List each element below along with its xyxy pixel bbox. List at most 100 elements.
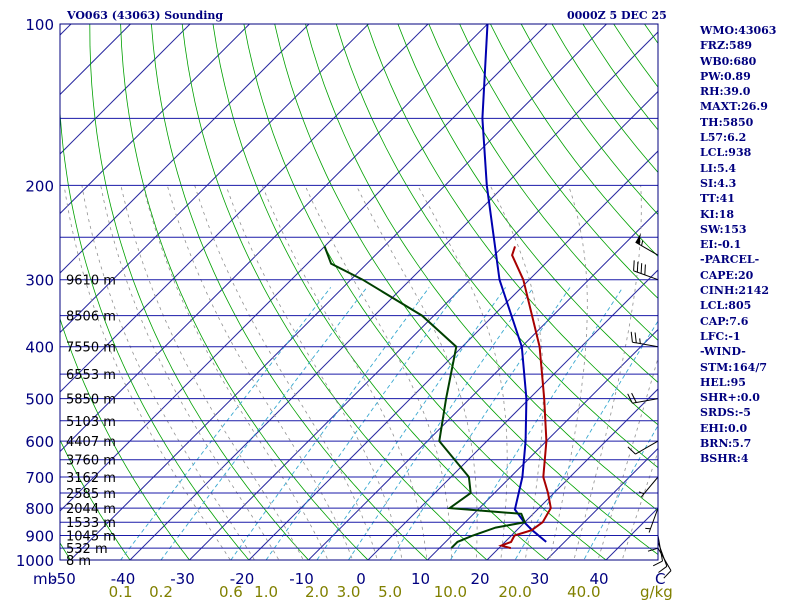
dewpoint-trace xyxy=(323,246,527,549)
index-line: FRZ:589 xyxy=(700,39,753,53)
index-line: L57:6.2 xyxy=(700,131,747,145)
pressure-tick-label: 200 xyxy=(25,177,54,195)
index-line: CAPE:20 xyxy=(700,268,754,282)
pressure-tick-label: 100 xyxy=(25,16,54,34)
index-line: HEL:95 xyxy=(700,375,746,389)
dry-adiabat xyxy=(366,24,658,426)
height-label: 5103 m xyxy=(66,415,116,430)
index-line: WB0:680 xyxy=(700,54,757,68)
dry-adiabat xyxy=(120,24,369,560)
height-label: 3162 m xyxy=(66,471,116,486)
isotherm-line xyxy=(69,24,607,560)
pressure-tick-label: 800 xyxy=(25,500,54,518)
index-line: EHI:0.0 xyxy=(700,421,748,435)
height-labels: 9610 m 8506 m 7550 m 6553 m 5850 m 5103 m 4407… xyxy=(66,274,116,569)
moist-adiabat xyxy=(120,185,304,560)
index-line: STM:164/7 xyxy=(700,360,767,374)
mixing-ratio-line xyxy=(389,287,571,560)
temperature-tick-label: 40 xyxy=(589,570,608,588)
moist-adiabat xyxy=(573,185,642,560)
temperature-tick-label: 0 xyxy=(356,570,366,588)
mixing-ratio-label: 5.0 xyxy=(378,583,402,600)
dry-adiabat xyxy=(243,24,607,560)
chart-title: VO063 (43063) Sounding xyxy=(67,9,224,22)
height-label: 1045 m xyxy=(66,530,116,545)
index-line: BRN:5.7 xyxy=(700,437,752,451)
plot-frame xyxy=(59,23,659,561)
mixing-ratio-label: 1.0 xyxy=(254,583,278,600)
mixing-ratio-label: 0.1 xyxy=(109,583,133,600)
wind-barb xyxy=(652,535,663,567)
index-line: SHR+:0.0 xyxy=(700,391,760,405)
index-line: BSHR:4 xyxy=(700,452,749,466)
index-line: LCL:805 xyxy=(700,299,752,313)
mixing-ratio-label: 40.0 xyxy=(567,583,600,600)
mixing-ratio-label: 0.6 xyxy=(219,583,243,600)
height-label: 1533 m xyxy=(66,516,116,531)
pressure-tick-label: 300 xyxy=(25,272,54,290)
isotherm-line xyxy=(60,24,429,393)
x-axis-unit: C xyxy=(655,570,665,588)
index-line: -WIND- xyxy=(700,345,746,359)
isotherm-line xyxy=(60,24,310,274)
moist-adiabat xyxy=(417,185,508,560)
isotherm-line xyxy=(426,328,658,560)
dry-adiabat xyxy=(60,106,250,560)
mixing-ratio-labels: 0.1 0.2 0.6 1.0 2.0 3.0 5.0 10.0 20.0 40.0 xyxy=(109,583,601,600)
dry-adiabat xyxy=(305,24,658,512)
index-line: PW:0.89 xyxy=(700,69,751,83)
temperature-tick-label: 30 xyxy=(530,570,549,588)
pressure-tick-label: 1000 xyxy=(16,552,54,570)
height-label: 8 m xyxy=(66,554,91,569)
dry-adiabat xyxy=(459,24,658,299)
isobars xyxy=(60,24,658,560)
dry-adiabat xyxy=(0,24,17,571)
mixing-ratio-line xyxy=(265,287,461,560)
mixing-ratio-unit: g/kg xyxy=(640,583,673,600)
isotherm-line xyxy=(545,447,658,560)
moist-adiabat xyxy=(549,185,588,560)
mixing-ratio-line xyxy=(120,287,332,560)
moist-adiabat xyxy=(100,185,280,560)
temperature-tick-labels: -50 -40 -30 -20 -10 0 10 20 30 40 xyxy=(51,570,608,588)
wind-barb xyxy=(657,541,668,573)
index-line: LI:5.4 xyxy=(700,161,737,175)
mixing-ratio-label: 2.0 xyxy=(305,583,329,600)
wind-barb xyxy=(645,507,659,533)
dry-adiabat xyxy=(274,24,658,555)
mixing-ratio-line xyxy=(230,287,430,560)
dry-adiabat xyxy=(335,24,658,469)
wind-barb xyxy=(635,233,659,256)
temperature-tick-label: -50 xyxy=(51,570,76,588)
pressure-tick-labels: 100 200 300 400 500 600 700 800 900 1000 xyxy=(16,16,54,570)
index-line: TT:41 xyxy=(700,192,735,206)
parcel-trace xyxy=(481,24,547,543)
height-label: 6553 m xyxy=(66,368,116,383)
dry-adiabat xyxy=(89,24,310,560)
moist-adiabat xyxy=(142,185,329,560)
mixing-ratio-line xyxy=(514,320,658,560)
wind-barbs xyxy=(627,233,672,579)
wind-barb xyxy=(633,260,659,281)
height-label: 532 m xyxy=(66,542,108,557)
isotherm-line xyxy=(188,90,658,560)
index-line: -PARCEL- xyxy=(700,253,760,267)
background-lines xyxy=(0,24,658,571)
height-label: 2044 m xyxy=(66,502,116,517)
index-line: WMO:43063 xyxy=(700,24,777,37)
isotherm-line xyxy=(60,24,191,155)
pressure-tick-label: 500 xyxy=(25,391,54,409)
moist-adiabat xyxy=(621,450,658,560)
wind-barb xyxy=(627,440,659,455)
index-line: SW:153 xyxy=(700,222,747,236)
wind-barb xyxy=(627,392,659,404)
chart-datetime: 0000Z 5 DEC 25 xyxy=(567,9,667,22)
dry-adiabat xyxy=(397,24,658,383)
mixing-ratio-label: 3.0 xyxy=(337,583,361,600)
pressure-tick-label: 900 xyxy=(25,528,54,546)
height-label: 9610 m xyxy=(66,274,116,289)
isotherm-line xyxy=(248,150,658,560)
indices-panel: WMO:43063 FRZ:589 WB0:680 PW:0.89 RH:39.0 MAX… xyxy=(700,23,776,467)
temperature-tick-label: -30 xyxy=(170,570,195,588)
index-line: CAP:7.6 xyxy=(700,314,749,328)
